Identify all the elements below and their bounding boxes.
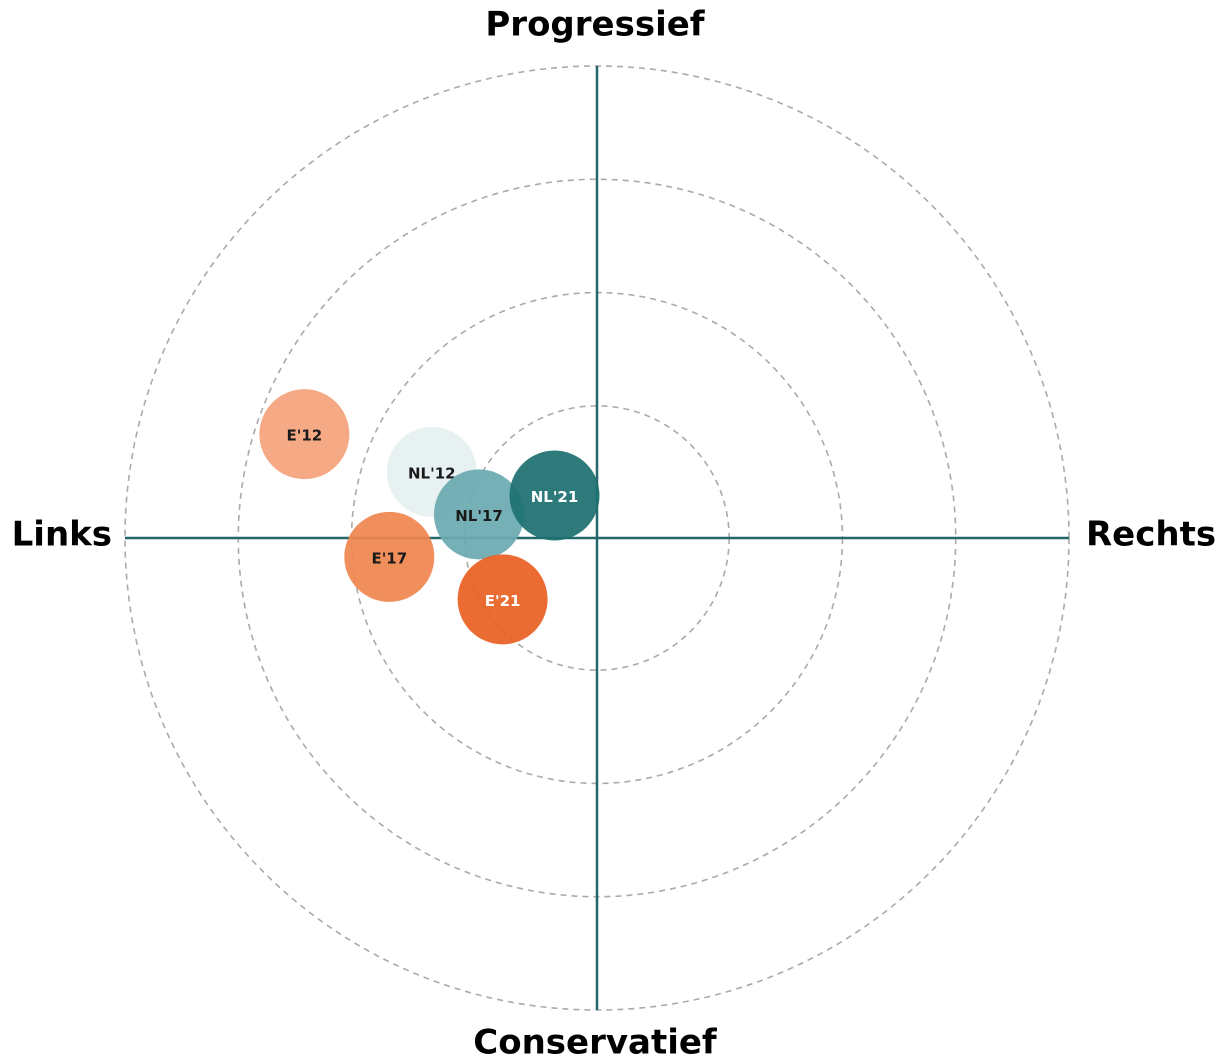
bubble [434, 469, 524, 560]
axis-label-right: Rechts [1086, 515, 1216, 555]
bubble-label: NL'12 [408, 464, 456, 482]
bubble-label: E'21 [485, 592, 521, 610]
bubble-label: E'17 [371, 549, 407, 567]
bubble-label: E'12 [287, 427, 323, 445]
bubble [509, 450, 600, 541]
bubble-label: NL'21 [531, 488, 579, 506]
bubble [344, 511, 435, 602]
bubble [259, 389, 350, 480]
axis-label-top: Progressief [485, 5, 705, 45]
axis-label-left: Links [12, 515, 112, 555]
bubble-label: NL'17 [455, 507, 503, 525]
axis-label-bottom: Conservatief [473, 1023, 718, 1063]
bubble [457, 554, 548, 645]
